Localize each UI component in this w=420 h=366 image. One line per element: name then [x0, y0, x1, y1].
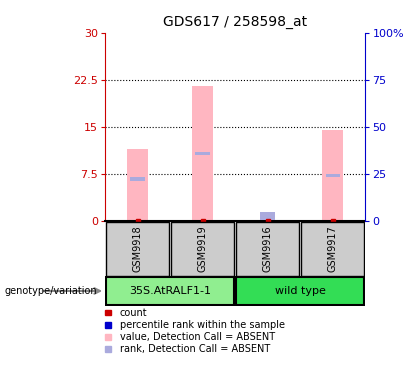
- Title: GDS617 / 258598_at: GDS617 / 258598_at: [163, 15, 307, 29]
- Bar: [195, 152, 210, 156]
- Bar: [192, 86, 213, 221]
- FancyBboxPatch shape: [171, 222, 234, 276]
- Bar: [260, 212, 275, 220]
- Bar: [127, 149, 148, 221]
- FancyBboxPatch shape: [106, 222, 169, 276]
- FancyBboxPatch shape: [236, 277, 365, 305]
- Bar: [326, 174, 340, 178]
- Text: GSM9916: GSM9916: [263, 225, 273, 272]
- Text: percentile rank within the sample: percentile rank within the sample: [120, 320, 285, 330]
- Text: GSM9917: GSM9917: [328, 225, 338, 272]
- FancyBboxPatch shape: [236, 222, 299, 276]
- Bar: [323, 130, 343, 221]
- FancyBboxPatch shape: [106, 277, 234, 305]
- Text: GSM9918: GSM9918: [133, 225, 142, 272]
- FancyBboxPatch shape: [301, 222, 365, 276]
- Text: wild type: wild type: [275, 286, 326, 296]
- Bar: [130, 177, 145, 180]
- Text: rank, Detection Call = ABSENT: rank, Detection Call = ABSENT: [120, 344, 270, 354]
- Text: GSM9919: GSM9919: [198, 225, 207, 272]
- Text: genotype/variation: genotype/variation: [4, 286, 97, 296]
- Text: 35S.AtRALF1-1: 35S.AtRALF1-1: [129, 286, 211, 296]
- Text: count: count: [120, 307, 147, 318]
- Text: value, Detection Call = ABSENT: value, Detection Call = ABSENT: [120, 332, 275, 342]
